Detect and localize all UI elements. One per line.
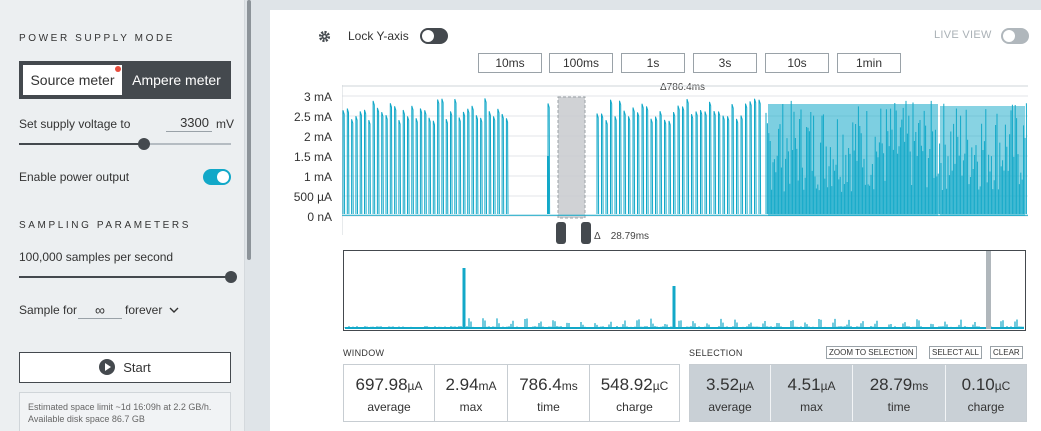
supply-voltage-slider-thumb[interactable] xyxy=(138,138,151,150)
selection-handle-right[interactable] xyxy=(581,222,591,244)
window-title: WINDOW xyxy=(343,348,385,358)
toggle-knob xyxy=(217,171,229,183)
window-stats: 697.98µA average 2.94mA max 786.4ms time 54… xyxy=(343,364,680,422)
y-tick-label: 2.5 mA xyxy=(293,110,332,124)
main-panel: Lock Y-axis LIVE VIEW 10ms 100ms 1s 3s 1… xyxy=(270,10,1041,431)
sampling-parameters-title: SAMPLING PARAMETERS xyxy=(19,220,192,231)
supply-voltage-unit: mV xyxy=(216,117,234,131)
sample-rate-slider-fill xyxy=(19,276,231,278)
selection-stat-average: 3.52µA average xyxy=(690,365,771,421)
estimate-info: Estimated space limit ~1d 16:09h at 2.2 … xyxy=(19,392,231,431)
window-stat-average: 697.98µA average xyxy=(344,365,435,421)
time-button-1min[interactable]: 1min xyxy=(837,53,901,73)
dense-region xyxy=(940,106,1025,216)
selection-handle-left[interactable] xyxy=(556,222,566,244)
play-icon xyxy=(99,359,116,375)
select-all-button[interactable]: SELECT ALL xyxy=(929,346,982,359)
chevron-down-icon xyxy=(169,307,179,313)
supply-voltage-slider[interactable] xyxy=(19,138,231,150)
window-stat-max: 2.94mA max xyxy=(435,365,508,421)
live-view-label: LIVE VIEW xyxy=(934,29,992,41)
time-button-10ms[interactable]: 10ms xyxy=(478,53,542,73)
supply-voltage-input[interactable]: 3300 xyxy=(166,115,212,132)
lock-y-axis-label: Lock Y-axis xyxy=(348,29,409,43)
lock-y-axis-toggle[interactable] xyxy=(420,28,448,44)
selection-delta-value: 28.79ms xyxy=(610,231,650,242)
sidebar: POWER SUPPLY MODE Source meter Ampere me… xyxy=(0,0,245,431)
source-meter-button[interactable]: Source meter xyxy=(23,65,122,95)
selection-delta-prefix: Δ xyxy=(594,231,601,242)
time-button-10s[interactable]: 10s xyxy=(765,53,829,73)
sample-rate-slider[interactable] xyxy=(19,271,237,283)
enable-power-toggle[interactable] xyxy=(203,169,231,185)
gear-icon[interactable] xyxy=(318,30,331,46)
overview-window-marker xyxy=(986,251,991,329)
enable-power-label: Enable power output xyxy=(19,170,130,184)
sample-rate-label: 100,000 samples per second xyxy=(19,250,174,264)
dense-region xyxy=(768,104,938,216)
window-stat-charge: 548.92µC charge xyxy=(600,375,669,414)
y-tick-label: 1 mA xyxy=(303,170,332,184)
ampere-meter-button[interactable]: Ampere meter xyxy=(132,72,221,88)
selection-delta-label: Δ 28.79ms xyxy=(594,231,649,242)
sample-for-label: Sample for xyxy=(19,303,78,317)
zoom-to-selection-button[interactable]: ZOOM TO SELECTION xyxy=(826,346,917,359)
status-dot xyxy=(115,66,121,72)
selection-stat-max: 4.51µA max xyxy=(771,365,853,421)
clear-button[interactable]: CLEAR xyxy=(990,346,1023,359)
sample-for-unit-label: forever xyxy=(125,303,163,317)
toggle-knob xyxy=(422,30,434,42)
start-button[interactable]: Start xyxy=(19,352,231,383)
main-chart[interactable] xyxy=(342,85,1028,245)
overview-frame xyxy=(343,250,1026,331)
y-tick-label: 2 mA xyxy=(303,130,332,144)
y-tick-label: 500 µA xyxy=(293,190,332,204)
sample-for-input[interactable]: ∞ xyxy=(78,302,122,319)
selection-stat-time: 28.79ms time xyxy=(853,365,946,421)
power-supply-mode-title: POWER SUPPLY MODE xyxy=(19,33,176,44)
window-stat-time: 786.4ms time xyxy=(508,365,590,421)
selection-stat-charge: 0.10µC charge xyxy=(946,365,1026,421)
y-tick-label: 1.5 mA xyxy=(293,150,332,164)
window-delta-label: Δ786.4ms xyxy=(660,82,706,93)
sample-for-unit-select[interactable]: forever xyxy=(125,303,179,317)
sidebar-scrollbar[interactable] xyxy=(247,0,251,260)
y-tick-label: 3 mA xyxy=(303,90,332,104)
overview-chart[interactable] xyxy=(343,250,1026,331)
mode-switch: Source meter Ampere meter xyxy=(19,61,231,99)
selection-stats: 3.52µA average 4.51µA max 28.79ms time 0.10… xyxy=(689,364,1027,422)
start-label: Start xyxy=(123,360,151,375)
supply-voltage-label: Set supply voltage to xyxy=(19,117,131,131)
supply-voltage-slider-fill xyxy=(19,143,145,145)
selection-region xyxy=(557,96,586,219)
time-button-3s[interactable]: 3s xyxy=(693,53,757,73)
y-tick-label: 0 nA xyxy=(307,210,332,224)
time-button-100ms[interactable]: 100ms xyxy=(549,53,613,73)
time-button-1s[interactable]: 1s xyxy=(621,53,685,73)
selection-title: SELECTION xyxy=(689,348,743,358)
live-view-toggle[interactable] xyxy=(1001,28,1029,44)
toggle-knob xyxy=(1003,30,1015,42)
sample-rate-slider-thumb[interactable] xyxy=(225,271,237,283)
